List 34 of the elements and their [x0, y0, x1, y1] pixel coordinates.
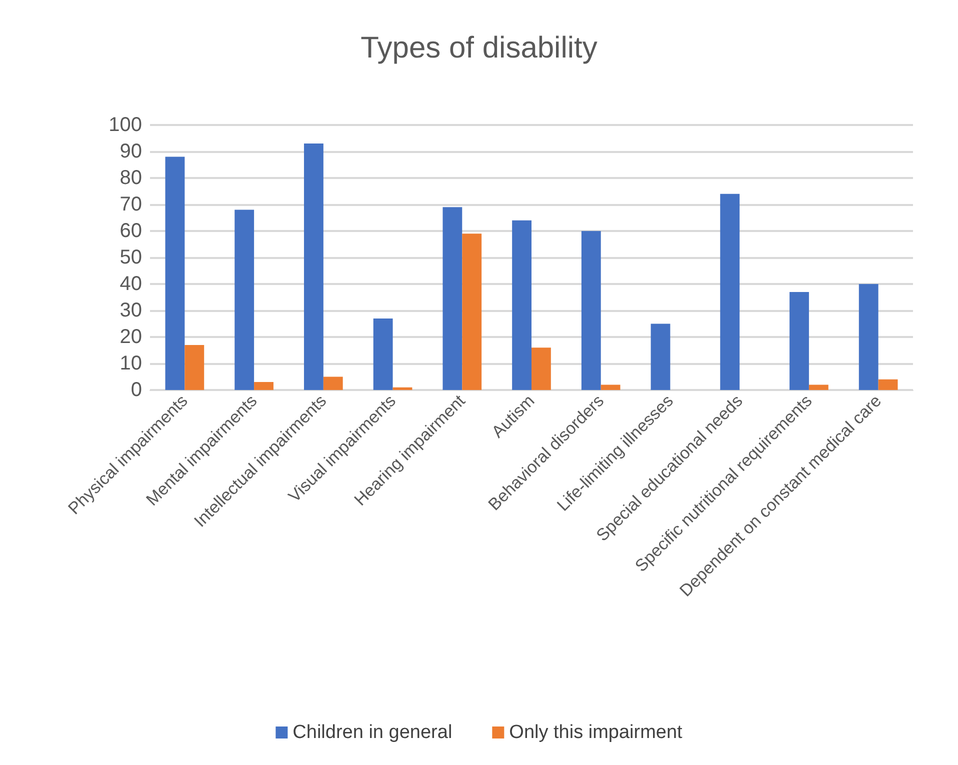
y-tick-label: 90 [120, 140, 142, 162]
bar [790, 292, 809, 390]
y-tick-label: 50 [120, 246, 142, 268]
chart-title: Types of disability [360, 32, 598, 64]
y-tick-label: 40 [120, 273, 142, 295]
bar [858, 284, 878, 390]
y-tick-label: 70 [120, 194, 142, 216]
bar [808, 384, 828, 390]
bar [581, 231, 601, 390]
bar [600, 384, 620, 390]
y-tick-label: 20 [120, 326, 142, 348]
y-tick-label: 100 [108, 114, 142, 136]
y-tick-label: 80 [120, 167, 142, 189]
bar [304, 144, 324, 390]
bar [254, 382, 274, 390]
y-tick-label: 60 [120, 220, 142, 242]
bar [532, 348, 551, 390]
bar [512, 220, 532, 390]
y-tick-label: 30 [120, 300, 142, 322]
y-tick-label: 10 [120, 352, 142, 374]
bar [442, 207, 462, 390]
bar [720, 194, 740, 390]
bar [165, 156, 185, 390]
bar [234, 210, 254, 390]
bar [462, 234, 482, 390]
bar [650, 324, 670, 390]
legend-label: Children in general [292, 722, 452, 743]
bar [392, 387, 412, 390]
bar [323, 376, 343, 390]
bar [878, 379, 898, 390]
bar [184, 344, 204, 390]
legend-label: Only this impairment [509, 722, 684, 743]
y-tick-label: 0 [130, 379, 142, 401]
bar [373, 318, 393, 390]
